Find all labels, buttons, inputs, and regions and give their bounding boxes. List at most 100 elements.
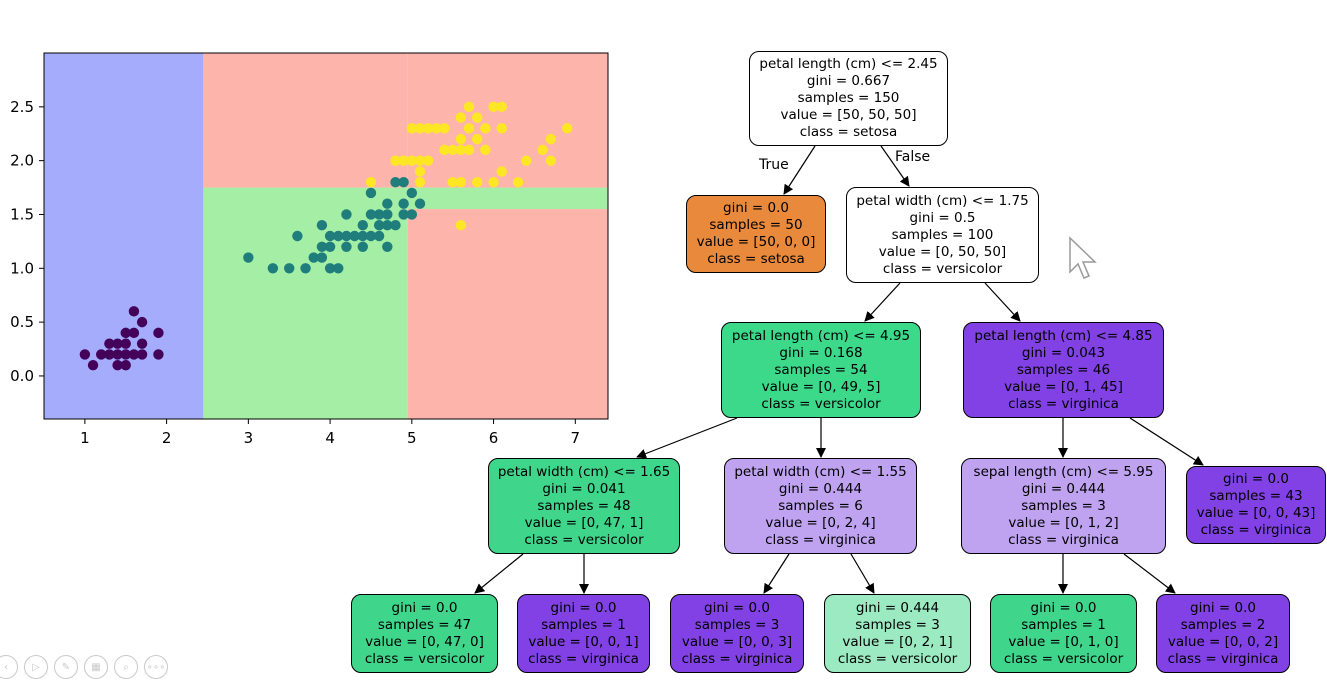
scatter-point (447, 176, 458, 188)
node-text-line: class = virginica (1008, 531, 1119, 548)
region-virginica (203, 53, 408, 188)
scatter-point (390, 176, 401, 188)
scatter-point (398, 155, 409, 166)
scatter-point (455, 176, 467, 188)
scatter-point (128, 349, 140, 360)
scatter-point (120, 359, 131, 371)
scatter-point (136, 338, 148, 349)
scatter-point (414, 155, 426, 166)
zoom-icon[interactable]: ⌕ (114, 655, 138, 679)
scatter-point (153, 327, 164, 339)
node-text-line: value = [0, 1, 45] (1004, 378, 1123, 395)
node-text-line: value = [0, 0, 43] (1196, 505, 1316, 521)
scatter-point (414, 123, 426, 134)
play-icon[interactable]: ▷ (24, 655, 48, 679)
y-tick-label: 2.5 (10, 98, 34, 116)
node-text-line: value = [0, 50, 50] (878, 243, 1007, 260)
pen-icon[interactable]: ✎ (54, 655, 78, 679)
node-text-line: gini = 0.0 (704, 599, 770, 616)
node-text-line: gini = 0.041 (542, 480, 626, 497)
node-text-line: class = versicolor (761, 395, 881, 412)
tree-node-n7: sepal length (cm) <= 5.95 gini = 0.444 sam… (961, 458, 1166, 554)
scatter-point (365, 230, 377, 242)
scatter-point (382, 241, 393, 252)
scatter-point (447, 144, 458, 156)
scatter-point (480, 144, 491, 156)
scatter-point (422, 123, 434, 134)
node-text-line: samples = 48 (537, 497, 631, 514)
node-text-line: value = [0, 1, 2] (1008, 514, 1119, 531)
tree-node-n13: gini = 0.0 samples = 1 value = [0, 1, 0] cl… (990, 594, 1137, 673)
node-text-line: samples = 2 (1180, 616, 1266, 633)
tree-node-n14: gini = 0.0 samples = 2 value = [0, 0, 2] cl… (1156, 594, 1290, 673)
node-text-line: samples = 1 (541, 616, 626, 633)
scatter-point (488, 176, 499, 188)
node-text-line: gini = 0.043 (1021, 344, 1106, 361)
x-tick-label: 6 (489, 429, 499, 447)
scatter-point (373, 220, 385, 231)
previous-icon[interactable]: ‹ (0, 655, 18, 679)
scatter-point (472, 133, 483, 145)
scatter-point (414, 198, 426, 209)
node-text-line: class = versicolor (524, 531, 644, 548)
presentation-toolbar: ‹ ▷ ✎ ▦ ⌕ ∘∘∘ (0, 655, 168, 679)
slides-icon[interactable]: ▦ (84, 655, 108, 679)
node-text-line: petal length (cm) <= 4.95 (731, 327, 911, 344)
scatter-point (382, 198, 393, 209)
tree-node-n1: gini = 0.0 samples = 50 value = [50, 0, 0]… (686, 195, 826, 273)
tree-edge (783, 145, 816, 195)
scatter-point (284, 263, 295, 274)
y-tick-label: 0.5 (10, 313, 34, 331)
scatter-point (382, 220, 393, 231)
scatter-point (390, 220, 401, 231)
more-icon[interactable]: ∘∘∘ (144, 655, 168, 679)
scatter-point (341, 230, 352, 242)
node-text-line: value = [0, 49, 5] (761, 378, 881, 395)
node-text-line: value = [0, 2, 1] (842, 633, 953, 650)
scatter-point (406, 187, 418, 199)
node-text-line: samples = 3 (855, 616, 940, 633)
scatter-point (455, 144, 467, 156)
scatter-point (521, 155, 532, 166)
scatter-point (463, 123, 475, 134)
node-text-line: samples = 43 (1209, 488, 1303, 504)
scatter-point (480, 123, 491, 134)
scatter-point (316, 241, 328, 252)
scatter-point (120, 338, 131, 349)
node-text-line: value = [0, 1, 0] (1008, 633, 1119, 650)
scatter-point (357, 220, 368, 231)
node-text-line: class = virginica (1008, 395, 1119, 412)
node-text-line: gini = 0.667 (806, 73, 891, 89)
scatter-point (561, 123, 573, 134)
node-text-line: samples = 50 (709, 217, 803, 233)
region-virginica (407, 53, 608, 188)
scatter-point (112, 338, 123, 349)
tree-node-n2: petal width (cm) <= 1.75 gini = 0.5 sample… (846, 187, 1039, 283)
scatter-point (120, 349, 131, 360)
scatter-point (455, 133, 467, 145)
node-text-line: value = [0, 2, 4] (765, 514, 876, 531)
scatter-point (104, 349, 115, 360)
scatter-point (324, 241, 336, 252)
scatter-point (365, 176, 377, 188)
node-text-line: petal width (cm) <= 1.55 (734, 463, 907, 480)
scatter-point (333, 263, 344, 274)
node-text-line: gini = 0.0 (550, 599, 617, 616)
x-tick-label: 5 (407, 429, 417, 447)
node-text-line: samples = 47 (377, 616, 472, 633)
scatter-point (243, 252, 254, 263)
tree-edge (880, 145, 910, 187)
tree-edge (864, 282, 901, 322)
scatter-point (267, 263, 279, 274)
scatter-point (382, 209, 393, 220)
scatter-point (488, 101, 499, 113)
scatter-point (455, 112, 467, 123)
x-tick-label: 4 (325, 429, 335, 447)
node-text-line: samples = 54 (774, 361, 868, 378)
node-text-line: value = [50, 50, 50] (780, 107, 917, 123)
tree-node-n10: gini = 0.0 samples = 1 value = [0, 0, 1] cl… (517, 594, 650, 673)
scatter-point (365, 187, 377, 199)
node-text-line: gini = 0.444 (1021, 480, 1106, 497)
scatter-point (398, 198, 409, 209)
